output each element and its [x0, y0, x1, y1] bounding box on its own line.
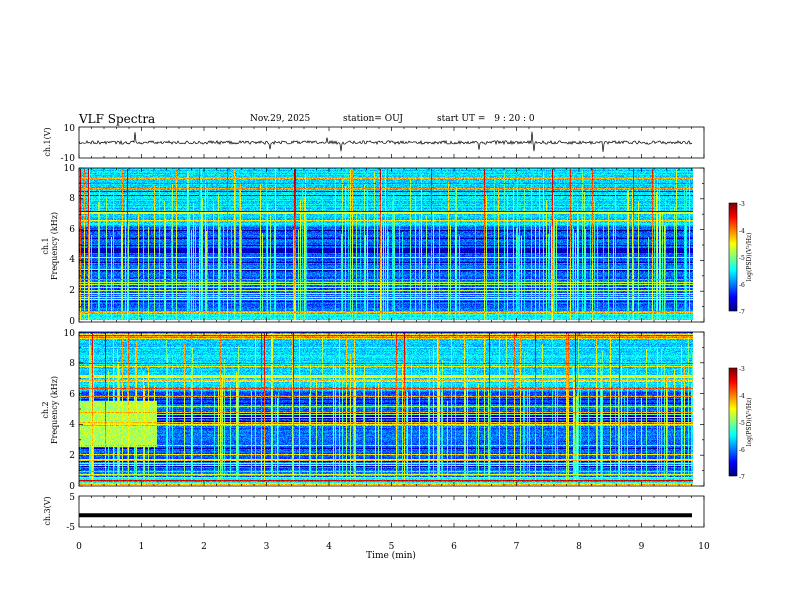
- ch2-spectrogram-image: [79, 332, 693, 485]
- date-label: Nov.29, 2025: [250, 114, 311, 124]
- ch1-spec-ytick-8: 8: [69, 194, 75, 204]
- ch1-ytick-top: 10: [64, 124, 76, 134]
- ch1-spec-ylabel-line2: Frequency (kHz): [50, 212, 59, 280]
- ch1-spec-ytick-0: 0: [69, 317, 75, 327]
- cbar2-tick-m5: -5: [739, 420, 745, 427]
- ch3-waveform-frame: [78, 495, 705, 528]
- ch1-spectrogram-image: [79, 168, 693, 320]
- start-ut-prefix: start UT =: [437, 114, 486, 124]
- xtick-5: 5: [389, 542, 395, 552]
- xtick-0: 0: [76, 542, 82, 552]
- xtick-2: 2: [201, 542, 207, 552]
- ch1-spec-ytick-4: 4: [69, 255, 75, 265]
- xtick-3: 3: [264, 542, 270, 552]
- xtick-6: 6: [451, 542, 457, 552]
- ch1-spec-ytick-2: 2: [69, 286, 75, 296]
- ch2-spec-ytick-4: 4: [69, 420, 75, 430]
- cbar2-tick-m3: -3: [739, 366, 745, 373]
- ch1-spec-ytick-6: 6: [69, 225, 75, 235]
- ch1-waveform-trace: [78, 131, 693, 152]
- xtick-7: 7: [514, 542, 520, 552]
- xtick-10: 10: [698, 542, 710, 552]
- ch2-spec-ylabel-line1: ch.2: [41, 401, 50, 418]
- ch1-spec-ylabel-line1: ch.1: [41, 237, 50, 254]
- ch2-spec-ytick-0: 0: [69, 482, 75, 492]
- x-axis-label: Time (min): [366, 550, 416, 561]
- xtick-1: 1: [139, 542, 145, 552]
- xtick-4: 4: [326, 542, 332, 552]
- ch2-colorbar-frame: [728, 367, 738, 477]
- ch2-colorbar: [729, 368, 737, 476]
- cbar2-tick-m6: -6: [739, 447, 745, 454]
- station-label: station= OUJ: [343, 114, 404, 124]
- start-ut-value: 9 : 20 : 0: [494, 114, 535, 124]
- cbar1-tick-m7: -7: [739, 309, 745, 316]
- ch2-spec-ytick-8: 8: [69, 359, 75, 369]
- ch2-spectrogram-frame: [78, 331, 705, 487]
- ch1-spectrogram-frame: [78, 167, 705, 323]
- xtick-9: 9: [639, 542, 645, 552]
- figure-title: VLF Spectra: [79, 112, 156, 126]
- cbar2-label: log(PSD)(V²/Hz): [746, 398, 753, 447]
- ch1-waveform-ylabel: ch.1(V): [43, 127, 52, 156]
- cbar1-tick-m5: -5: [739, 255, 745, 262]
- cbar1-label: log(PSD)(V²/Hz): [746, 233, 753, 282]
- ch3-waveform-ylabel: ch.3(V): [43, 496, 52, 525]
- ch2-spec-ytick-10: 10: [64, 329, 76, 339]
- ch1-ytick-bottom: -10: [61, 154, 76, 164]
- start-time-label: start UT = 9 : 20 : 0: [437, 114, 535, 124]
- ch1-colorbar: [729, 203, 737, 311]
- cbar1-tick-m6: -6: [739, 282, 745, 289]
- ch2-spec-ylabel-line2: Frequency (kHz): [50, 376, 59, 444]
- ch2-spec-ytick-6: 6: [69, 390, 75, 400]
- ch3-ytick-bottom: -5: [66, 523, 75, 533]
- tick-marks: [78, 127, 705, 527]
- xtick-8: 8: [576, 542, 582, 552]
- ch3-ytick-top: 5: [69, 493, 75, 503]
- cbar2-tick-m4: -4: [739, 393, 745, 400]
- ch1-spec-ytick-10: 10: [64, 164, 76, 174]
- cbar2-tick-m7: -7: [739, 474, 745, 481]
- ch1-colorbar-frame: [728, 202, 738, 312]
- ch2-spec-ytick-2: 2: [69, 451, 75, 461]
- cbar1-tick-m4: -4: [739, 228, 745, 235]
- cbar1-tick-m3: -3: [739, 201, 745, 208]
